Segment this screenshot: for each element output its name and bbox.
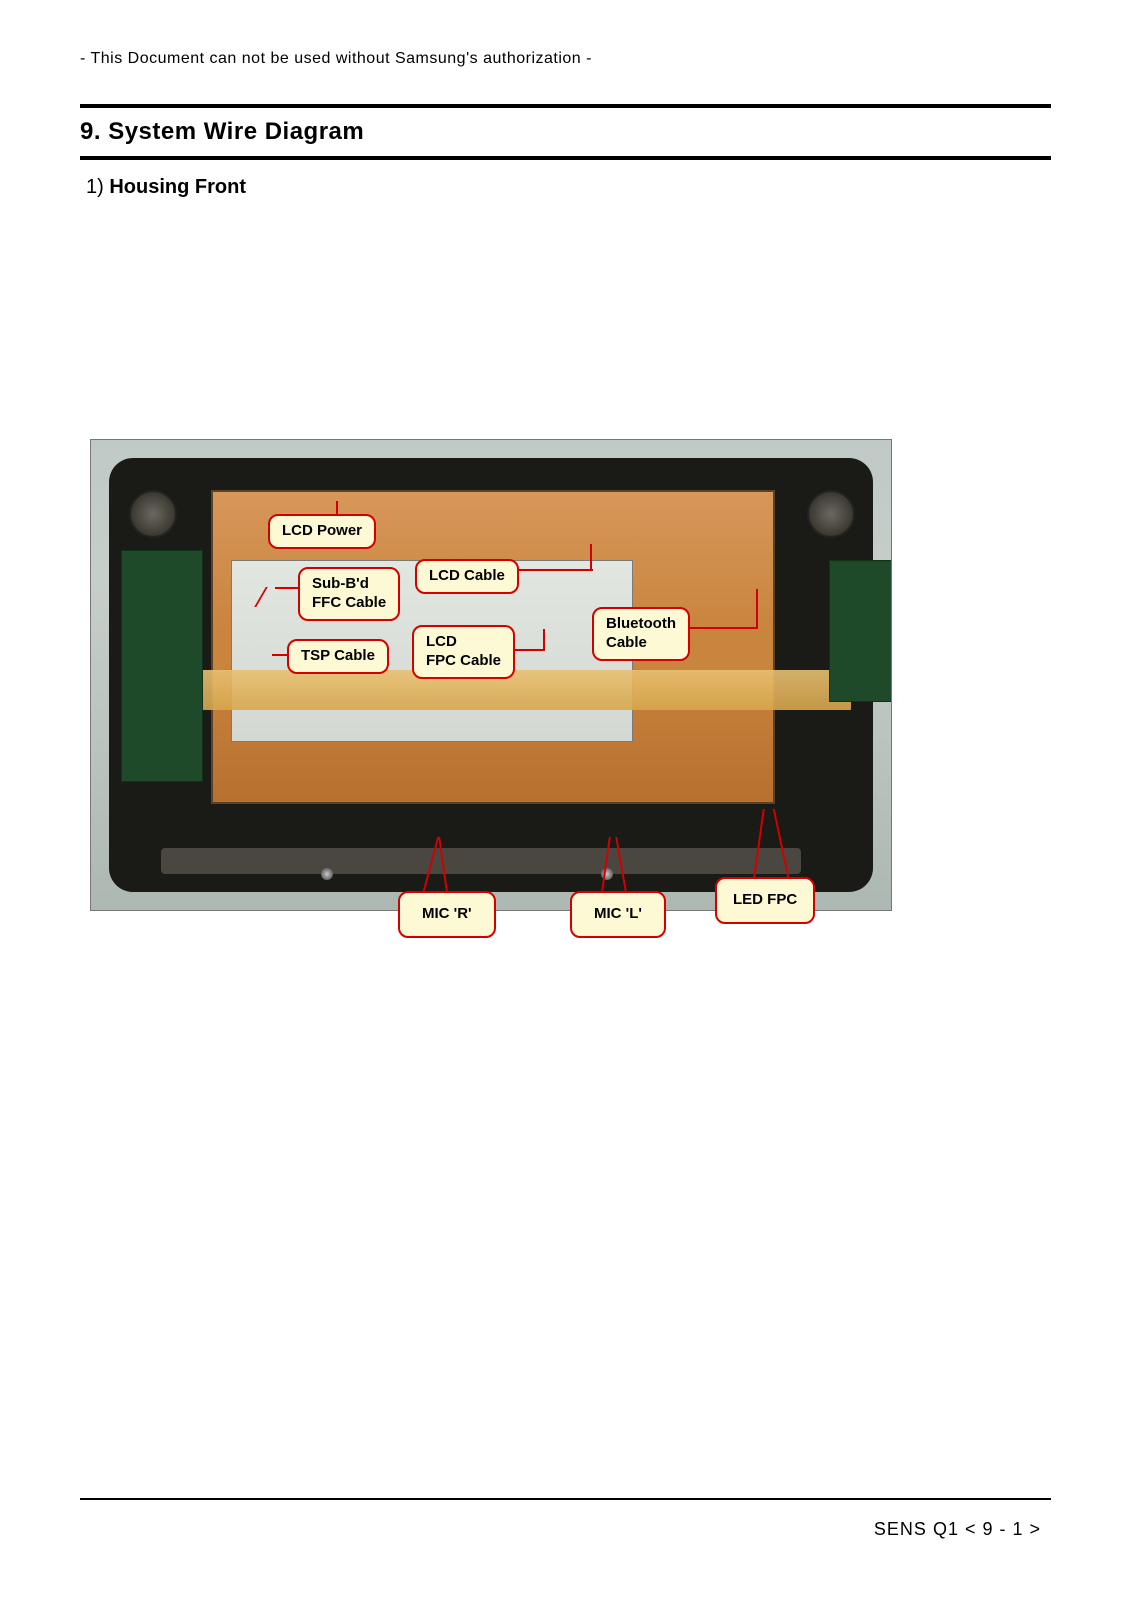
subsection-heading: 1) Housing Front xyxy=(86,176,1051,199)
leader-line xyxy=(590,544,592,571)
callout-label-line2: FPC Cable xyxy=(426,652,501,671)
callout-label-line1: LCD xyxy=(426,633,457,650)
callout-led-fpc: LED FPC xyxy=(715,877,815,924)
callout-label-line2: FFC Cable xyxy=(312,594,386,613)
callout-label-line1: Bluetooth xyxy=(606,615,676,632)
speaker-right xyxy=(807,490,855,538)
callout-label: MIC 'R' xyxy=(422,905,472,922)
callout-label: LED FPC xyxy=(733,891,797,908)
subsection-label: Housing Front xyxy=(109,176,246,198)
callout-lcd-fpc: LCD FPC Cable xyxy=(412,625,515,679)
document-page: - This Document can not be used without … xyxy=(0,0,1131,1600)
callout-label-line2: Cable xyxy=(606,634,676,653)
callout-label: MIC 'L' xyxy=(594,905,642,922)
leader-line xyxy=(756,589,758,629)
leader-line xyxy=(543,629,545,651)
wire-diagram-figure: LCD Power Sub-B'd FFC Cable LCD Cable TS… xyxy=(90,439,890,969)
leader-line xyxy=(275,587,299,589)
callout-label: TSP Cable xyxy=(301,647,375,664)
leader-line xyxy=(336,501,338,515)
page-footer: SENS Q1 < 9 - 1 > xyxy=(874,1519,1041,1540)
pcb-left xyxy=(121,550,203,782)
callout-label-line1: Sub-B'd xyxy=(312,575,369,592)
callout-bluetooth-cable: Bluetooth Cable xyxy=(592,607,690,661)
subsection-number: 1) xyxy=(86,176,104,198)
speaker-left xyxy=(129,490,177,538)
screw-icon xyxy=(321,868,333,880)
header-authorization-note: - This Document can not be used without … xyxy=(80,50,1051,68)
section-title-bar: 9. System Wire Diagram xyxy=(80,104,1051,160)
callout-tsp-cable: TSP Cable xyxy=(287,639,389,674)
footer-rule xyxy=(80,1498,1051,1500)
section-title: 9. System Wire Diagram xyxy=(80,118,364,145)
callout-lcd-power: LCD Power xyxy=(268,514,376,549)
callout-mic-l: MIC 'L' xyxy=(570,891,666,938)
leader-line xyxy=(688,627,758,629)
callout-label: LCD Cable xyxy=(429,567,505,584)
callout-lcd-cable: LCD Cable xyxy=(415,559,519,594)
callout-label: LCD Power xyxy=(282,522,362,539)
leader-line xyxy=(272,654,288,656)
section-title-text: System Wire Diagram xyxy=(108,118,364,145)
bottom-frame-bar xyxy=(161,848,801,874)
pcb-right xyxy=(829,560,892,702)
section-number: 9. xyxy=(80,118,101,145)
callout-mic-r: MIC 'R' xyxy=(398,891,496,938)
callout-sub-bd-ffc: Sub-B'd FFC Cable xyxy=(298,567,400,621)
